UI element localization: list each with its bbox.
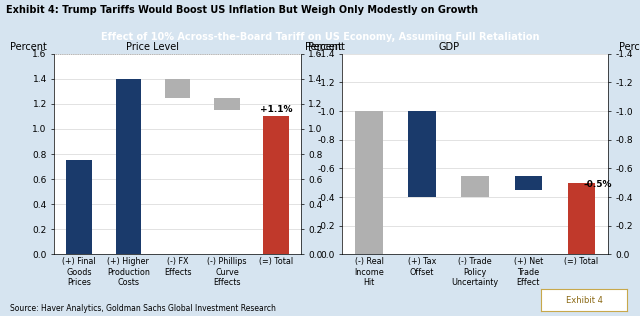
Text: Effect of 10% Across-the-Board Tariff on US Economy, Assuming Full Retaliation: Effect of 10% Across-the-Board Tariff on… bbox=[100, 32, 540, 42]
Text: GDP: GDP bbox=[438, 42, 460, 52]
Text: Percent: Percent bbox=[305, 42, 342, 52]
Bar bbox=[355, 111, 383, 254]
Text: Percent: Percent bbox=[619, 42, 640, 52]
Bar bbox=[515, 176, 542, 190]
Text: Source: Haver Analytics, Goldman Sachs Global Investment Research: Source: Haver Analytics, Goldman Sachs G… bbox=[10, 304, 275, 313]
Text: +1.1%: +1.1% bbox=[260, 105, 292, 114]
Bar bbox=[408, 111, 436, 197]
Text: Percent: Percent bbox=[10, 42, 47, 52]
Text: Exhibit 4: Trump Tariffs Would Boost US Inflation But Weigh Only Modestly on Gro: Exhibit 4: Trump Tariffs Would Boost US … bbox=[6, 5, 479, 15]
Bar bbox=[164, 79, 191, 98]
Text: Exhibit 4: Exhibit 4 bbox=[566, 296, 602, 305]
Text: -0.5%: -0.5% bbox=[583, 180, 612, 189]
Bar bbox=[461, 176, 489, 197]
Bar bbox=[568, 183, 595, 254]
Text: Price Level: Price Level bbox=[127, 42, 179, 52]
Bar bbox=[214, 98, 240, 110]
Bar bbox=[66, 160, 92, 254]
Bar bbox=[263, 116, 289, 254]
Bar bbox=[115, 79, 141, 254]
Text: Percent: Percent bbox=[308, 42, 345, 52]
